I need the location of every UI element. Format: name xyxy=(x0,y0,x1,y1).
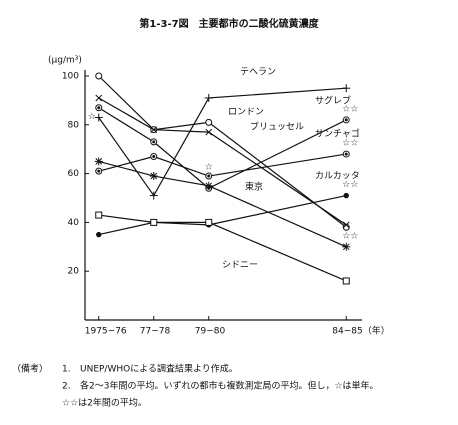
marker xyxy=(343,192,349,199)
marker xyxy=(150,126,158,134)
footnote-text: 各2～3年間の平均。いずれの都市も複数測定局の平均。但し，☆は単年。 xyxy=(80,380,379,392)
x-tick-label: 79−80 xyxy=(195,327,226,337)
note-mark: ☆☆ xyxy=(342,139,358,149)
marker xyxy=(149,191,158,200)
series-line xyxy=(98,97,347,226)
footnote-num: 2. xyxy=(62,382,71,392)
marker xyxy=(150,218,158,226)
y-tick-label: 80 xyxy=(68,120,80,130)
series-label: 東京 xyxy=(245,181,263,193)
marker xyxy=(204,93,213,102)
y-axis-label: (μg/m³) xyxy=(48,56,82,66)
marker xyxy=(342,277,350,285)
marker xyxy=(95,104,103,112)
series-line xyxy=(98,214,347,282)
series-label: テヘラン xyxy=(240,67,276,78)
note-mark: ☆☆ xyxy=(342,231,358,241)
note-mark: ☆☆ xyxy=(342,104,358,114)
marker xyxy=(150,138,158,146)
footnote-text: UNEP/WHOによる調査結果より作成。 xyxy=(80,363,238,375)
footnote-heading: （備考） xyxy=(12,363,48,375)
marker xyxy=(94,157,103,166)
series-label: ロンドン xyxy=(228,108,264,118)
y-tick-label: 40 xyxy=(68,218,80,228)
footnote-text: ☆☆は2年間の平均。 xyxy=(62,397,147,409)
marker xyxy=(342,150,350,158)
series-line xyxy=(98,87,347,197)
marker xyxy=(205,118,213,126)
y-tick-label: 100 xyxy=(62,72,79,82)
y-tick-label: 20 xyxy=(68,267,80,277)
marker xyxy=(342,116,350,124)
marker xyxy=(149,172,158,181)
marker xyxy=(342,84,351,93)
series-line xyxy=(98,75,347,228)
marker xyxy=(96,231,102,238)
series-label: サンチャゴ xyxy=(315,128,360,140)
marker xyxy=(95,211,103,219)
marker xyxy=(205,218,213,226)
marker xyxy=(204,181,213,190)
series-label: ブリュッセル xyxy=(250,121,304,133)
chart-title: 第1-3-7図 主要都市の二酸化硫黄濃度 xyxy=(139,17,319,30)
x-tick-label: 77−78 xyxy=(140,327,171,337)
note-mark: ☆ xyxy=(205,163,213,173)
series-label: シドニー xyxy=(222,261,258,271)
marker xyxy=(95,94,103,102)
series-line xyxy=(98,194,347,236)
marker xyxy=(150,153,158,161)
marker xyxy=(342,242,351,251)
series-line xyxy=(98,153,347,177)
footnote-num: 1. xyxy=(62,365,71,375)
note-mark: ☆☆ xyxy=(342,180,358,190)
series-label: サグレブ xyxy=(315,95,351,107)
note-mark: ☆ xyxy=(88,112,96,122)
x-tick-label: 84−85（年） xyxy=(332,325,389,337)
y-tick-label: 60 xyxy=(68,169,80,179)
marker xyxy=(342,221,350,229)
marker xyxy=(95,72,103,80)
marker xyxy=(94,113,103,122)
marker xyxy=(95,167,103,175)
marker xyxy=(205,128,213,136)
series-line xyxy=(98,107,347,189)
series-line xyxy=(98,160,347,248)
x-tick-label: 1975−76 xyxy=(85,327,127,337)
series-label: カルカッタ xyxy=(315,171,360,182)
marker xyxy=(205,172,213,180)
